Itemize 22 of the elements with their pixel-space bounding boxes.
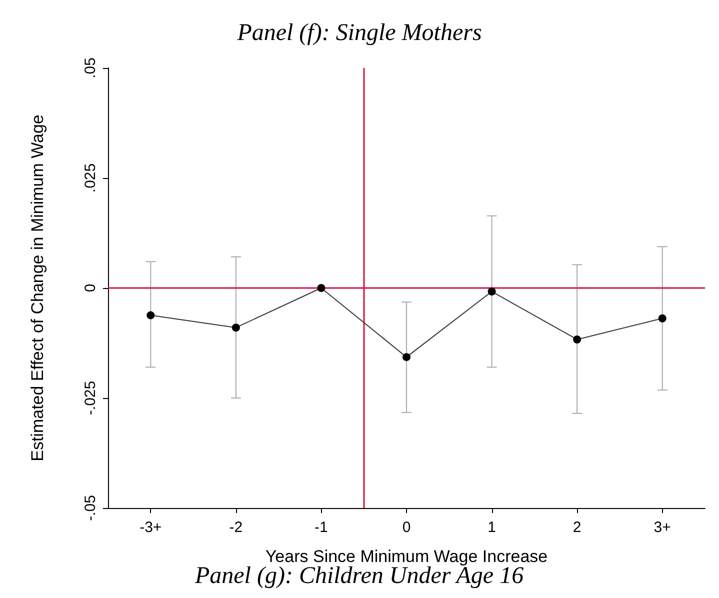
x-axis-title: Years Since Minimum Wage Increase: [265, 547, 548, 566]
y-tick-label: .05: [82, 58, 99, 78]
point: [232, 324, 240, 332]
point: [146, 311, 155, 320]
point: [402, 353, 410, 362]
y-tick-label: 0: [82, 284, 99, 292]
y-tick-label: .025: [82, 163, 99, 193]
point: [573, 335, 582, 344]
y-tick-label: -.025: [82, 380, 99, 416]
x-tick-label: -1: [314, 519, 328, 536]
point: [658, 314, 666, 322]
x-tick-label: 0: [402, 519, 411, 536]
y-tick-label: -.05: [82, 495, 99, 521]
chart-title: Panel (f): Single Mothers: [236, 20, 482, 46]
x-tick-label: 2: [572, 519, 582, 536]
point: [317, 284, 326, 292]
x-tick-label: -2: [229, 519, 243, 536]
point: [488, 288, 496, 296]
x-tick-label: 1: [488, 519, 496, 536]
x-tick-label: -3+: [140, 519, 162, 536]
x-tick-label: 3+: [654, 519, 672, 536]
y-axis-title: Estimated Effect of Change in Minimum Wage: [28, 114, 47, 462]
